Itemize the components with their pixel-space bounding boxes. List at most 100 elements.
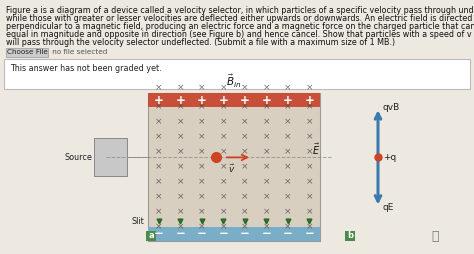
- Text: ×: ×: [241, 178, 248, 186]
- Text: Source: Source: [64, 153, 92, 162]
- Text: Choose File: Choose File: [7, 50, 48, 56]
- Text: ×: ×: [284, 163, 292, 171]
- Text: ×: ×: [284, 118, 292, 126]
- Text: ×: ×: [176, 148, 184, 156]
- Text: ×: ×: [241, 103, 248, 112]
- Text: ×: ×: [306, 103, 313, 112]
- Text: ×: ×: [284, 178, 292, 186]
- Text: $\vec{B}_{in}$: $\vec{B}_{in}$: [226, 72, 242, 90]
- Text: ×: ×: [263, 133, 270, 141]
- Text: ×: ×: [198, 103, 206, 112]
- Text: ×: ×: [198, 208, 206, 216]
- Text: +: +: [175, 93, 185, 106]
- Text: ×: ×: [219, 208, 227, 216]
- Text: ×: ×: [263, 193, 270, 201]
- Text: ×: ×: [176, 133, 184, 141]
- Text: ×: ×: [219, 193, 227, 201]
- Text: ×: ×: [263, 208, 270, 216]
- Text: ×: ×: [219, 84, 227, 92]
- Text: ×: ×: [155, 208, 163, 216]
- Text: ×: ×: [263, 178, 270, 186]
- Text: qvB: qvB: [383, 103, 400, 112]
- Text: ×: ×: [219, 103, 227, 112]
- Text: This answer has not been graded yet.: This answer has not been graded yet.: [10, 64, 162, 73]
- Text: +: +: [304, 93, 314, 106]
- Text: +: +: [219, 93, 228, 106]
- Text: while those with greater or lesser velocities are deflected either upwards or do: while those with greater or lesser veloc…: [6, 14, 473, 23]
- Bar: [148, 93, 320, 107]
- Text: −: −: [154, 228, 164, 241]
- Text: ×: ×: [306, 118, 313, 126]
- Text: ×: ×: [306, 148, 313, 156]
- Bar: [148, 227, 320, 241]
- Text: ×: ×: [198, 118, 206, 126]
- Text: ×: ×: [155, 193, 163, 201]
- Text: ×: ×: [155, 178, 163, 186]
- Text: a: a: [148, 231, 154, 241]
- Text: ×: ×: [176, 193, 184, 201]
- Text: ×: ×: [176, 163, 184, 171]
- Text: ×: ×: [198, 178, 206, 186]
- Text: Figure a is a diagram of a device called a velocity selector, in which particles: Figure a is a diagram of a device called…: [6, 6, 474, 15]
- Text: ×: ×: [198, 223, 206, 231]
- Text: ×: ×: [263, 148, 270, 156]
- Text: ×: ×: [306, 84, 313, 92]
- Text: ×: ×: [306, 178, 313, 186]
- Text: ×: ×: [241, 118, 248, 126]
- Bar: [94, 138, 127, 176]
- Text: ×: ×: [306, 163, 313, 171]
- Text: ×: ×: [155, 84, 163, 92]
- Text: ×: ×: [306, 133, 313, 141]
- Bar: [148, 93, 320, 241]
- Text: ×: ×: [284, 103, 292, 112]
- Text: ×: ×: [219, 133, 227, 141]
- Text: ×: ×: [263, 223, 270, 231]
- Text: ×: ×: [284, 193, 292, 201]
- Text: ×: ×: [263, 118, 270, 126]
- Text: ×: ×: [155, 223, 163, 231]
- Text: ×: ×: [263, 84, 270, 92]
- Text: ×: ×: [263, 163, 270, 171]
- Text: +: +: [197, 93, 207, 106]
- Text: +: +: [261, 93, 271, 106]
- Text: ×: ×: [241, 193, 248, 201]
- Text: −: −: [197, 228, 207, 241]
- Bar: [6, 48, 48, 57]
- Text: ×: ×: [219, 223, 227, 231]
- Bar: [146, 231, 156, 241]
- Text: $\vec{E}$: $\vec{E}$: [312, 141, 320, 157]
- Text: ×: ×: [198, 148, 206, 156]
- Text: ×: ×: [241, 208, 248, 216]
- Text: qE: qE: [383, 203, 394, 212]
- Text: ×: ×: [155, 103, 163, 112]
- Text: ×: ×: [219, 148, 227, 156]
- Text: ×: ×: [155, 133, 163, 141]
- Text: ×: ×: [198, 84, 206, 92]
- Text: ×: ×: [263, 103, 270, 112]
- Text: ×: ×: [284, 223, 292, 231]
- Text: ×: ×: [219, 118, 227, 126]
- Text: equal in magnitude and opposite in direction (see Figure b) and hence cancel. Sh: equal in magnitude and opposite in direc…: [6, 30, 474, 39]
- Text: −: −: [283, 228, 292, 241]
- Text: ×: ×: [241, 163, 248, 171]
- Text: ×: ×: [241, 148, 248, 156]
- Text: ×: ×: [306, 223, 313, 231]
- Text: ×: ×: [176, 223, 184, 231]
- Text: −: −: [261, 228, 271, 241]
- Bar: [345, 231, 355, 241]
- Text: +: +: [283, 93, 292, 106]
- Text: ×: ×: [241, 223, 248, 231]
- Text: ×: ×: [241, 84, 248, 92]
- Text: ×: ×: [176, 178, 184, 186]
- Text: ⓘ: ⓘ: [431, 230, 439, 243]
- Text: perpendicular to a magnetic field, producing an electric force and a magnetic fo: perpendicular to a magnetic field, produ…: [6, 22, 474, 31]
- Text: ×: ×: [176, 84, 184, 92]
- Text: will pass through the velocity selector undeflected. (Submit a file with a maxim: will pass through the velocity selector …: [6, 38, 395, 47]
- Text: ×: ×: [284, 208, 292, 216]
- Text: ×: ×: [219, 178, 227, 186]
- Text: ×: ×: [306, 208, 313, 216]
- Text: ×: ×: [198, 163, 206, 171]
- Text: ×: ×: [155, 163, 163, 171]
- Text: −: −: [219, 228, 228, 241]
- Text: ×: ×: [198, 193, 206, 201]
